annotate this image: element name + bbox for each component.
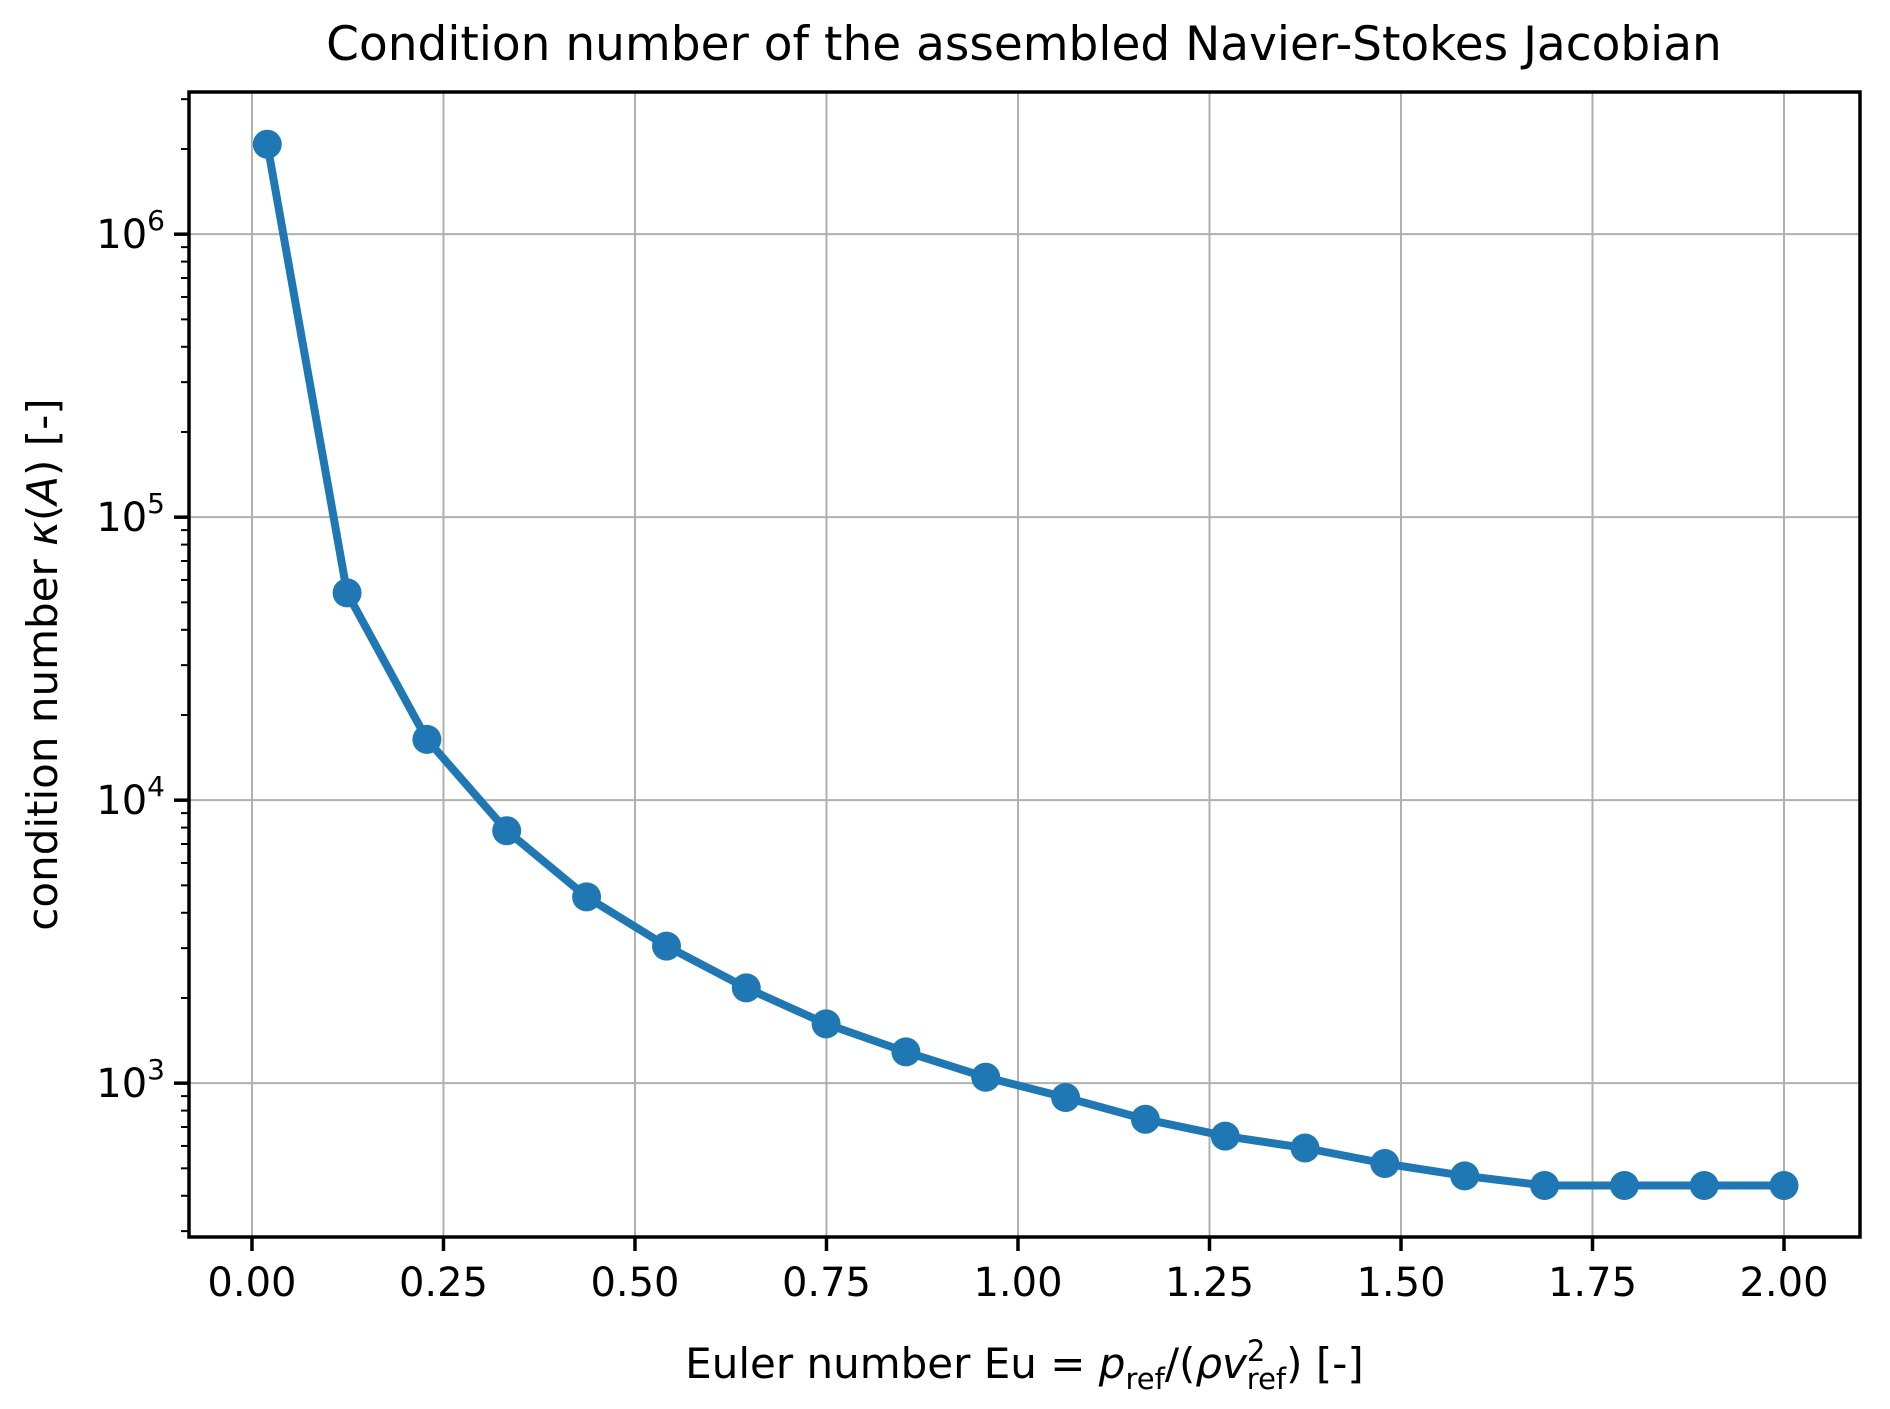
x-tick-label: 0.50 xyxy=(590,1260,679,1306)
data-point-marker xyxy=(1051,1083,1081,1112)
y-tick-mantissa: 10 xyxy=(96,495,147,541)
y-tick-label: 106 xyxy=(96,204,165,258)
label-fragment: v xyxy=(1222,1339,1248,1388)
label-fragment: p xyxy=(1098,1339,1126,1388)
x-tick-label: 1.75 xyxy=(1548,1260,1637,1306)
x-tick-label: 0.00 xyxy=(207,1260,296,1306)
data-point-marker xyxy=(252,129,282,159)
data-point-marker xyxy=(1689,1171,1719,1200)
label-fragment: ρ xyxy=(1195,1339,1222,1388)
data-point-marker xyxy=(811,1009,841,1039)
label-fragment: ( xyxy=(18,505,67,521)
label-fragment: ) xyxy=(1286,1339,1302,1388)
y-tick-label: 103 xyxy=(96,1053,165,1107)
label-fragment: Euler number Eu xyxy=(685,1339,1037,1388)
x-tick-label: 0.75 xyxy=(782,1260,871,1306)
y-tick-label: 105 xyxy=(96,487,165,541)
data-point-marker xyxy=(572,882,602,912)
label-fragment: 2 xyxy=(1247,1334,1265,1368)
chart-title: Condition number of the assembled Navier… xyxy=(326,17,1722,72)
y-tick-exponent: 3 xyxy=(147,1053,165,1086)
label-fragment: ref xyxy=(1247,1362,1287,1396)
y-tick-exponent: 6 xyxy=(147,204,165,237)
x-tick-label: 0.25 xyxy=(399,1260,488,1306)
data-point-marker xyxy=(971,1062,1001,1092)
data-point-marker xyxy=(412,724,442,754)
data-point-marker xyxy=(891,1037,921,1067)
data-point-marker xyxy=(731,973,761,1003)
data-point-marker xyxy=(1530,1171,1560,1200)
label-fragment: [-] xyxy=(1303,1339,1364,1388)
y-tick-mantissa: 10 xyxy=(96,1061,147,1107)
label-fragment: ) xyxy=(18,460,67,476)
label-fragment: condition number xyxy=(18,546,67,931)
y-tick-mantissa: 10 xyxy=(96,212,147,258)
x-tick-label: 1.50 xyxy=(1356,1260,1445,1306)
label-fragment: A xyxy=(18,476,67,508)
label-fragment: κ xyxy=(18,521,67,546)
y-tick-exponent: 4 xyxy=(147,770,165,803)
data-point-marker xyxy=(492,816,522,846)
label-fragment: /( xyxy=(1165,1339,1196,1388)
x-axis-label: Euler number Eu = pref/(ρv2 ref) [-] xyxy=(685,1334,1364,1396)
x-tick-label: 2.00 xyxy=(1739,1260,1828,1306)
y-axis-label: condition number κ(A) [-] xyxy=(18,398,67,930)
data-point-marker xyxy=(1130,1104,1160,1134)
data-point-marker xyxy=(1210,1121,1240,1151)
data-point-marker xyxy=(332,578,362,608)
plot-area xyxy=(189,92,1860,1237)
y-tick-label: 104 xyxy=(96,770,165,824)
x-tick-label: 1.00 xyxy=(973,1260,1062,1306)
data-point-marker xyxy=(652,931,681,961)
axes-frame xyxy=(187,90,1862,1239)
data-point-marker xyxy=(1370,1149,1400,1178)
y-tick-exponent: 5 xyxy=(147,487,165,520)
y-tick-mantissa: 10 xyxy=(96,778,147,824)
label-fragment: [-] xyxy=(18,398,67,459)
data-point-marker xyxy=(1290,1133,1320,1163)
label-fragment: ref xyxy=(1125,1362,1165,1396)
x-tick-label: 1.25 xyxy=(1165,1260,1254,1306)
label-fragment: = xyxy=(1037,1339,1099,1388)
data-point-marker xyxy=(1609,1171,1639,1200)
data-point-marker xyxy=(1450,1161,1480,1191)
data-point-marker xyxy=(1769,1171,1799,1200)
